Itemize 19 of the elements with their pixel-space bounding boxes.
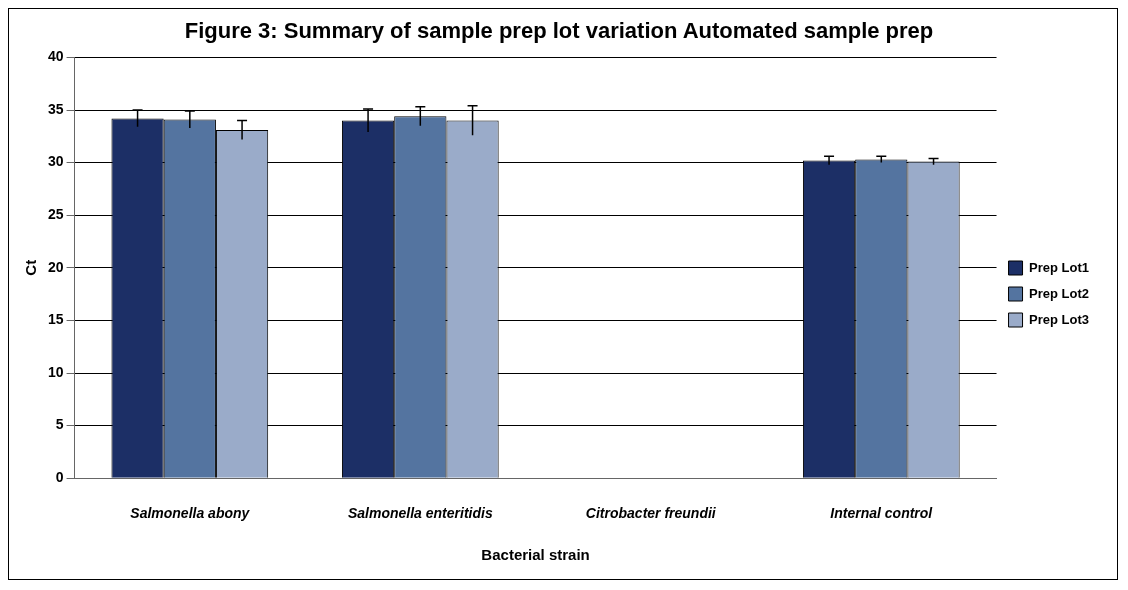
x-axis-title: Bacterial strain (481, 546, 590, 564)
y-tick-label: 15 (47, 311, 64, 328)
y-tick-label: 10 (47, 363, 64, 380)
y-tick-label: 25 (47, 206, 64, 223)
y-tick-label: 35 (47, 100, 64, 117)
y-axis-title: Ct (22, 259, 40, 276)
legend-label: Prep Lot3 (1029, 311, 1090, 327)
legend-label: Prep Lot2 (1029, 285, 1090, 301)
y-tick-label: 30 (47, 153, 64, 170)
y-tick-label: 0 (55, 469, 64, 486)
y-tick-label: 5 (55, 416, 64, 433)
x-tick-label: Salmonella abony (130, 505, 251, 522)
y-tick-label: 20 (47, 258, 64, 275)
legend-label: Prep Lot1 (1029, 259, 1090, 275)
x-tick-label: Citrobacter freundii (585, 505, 717, 522)
x-tick-label: Salmonella enteritidis (347, 505, 493, 522)
y-tick-label: 40 (47, 48, 64, 65)
chart-title: Figure 3: Summary of sample prep lot variation Automated sample prep (184, 18, 934, 44)
x-tick-label: Internal control (830, 505, 934, 522)
